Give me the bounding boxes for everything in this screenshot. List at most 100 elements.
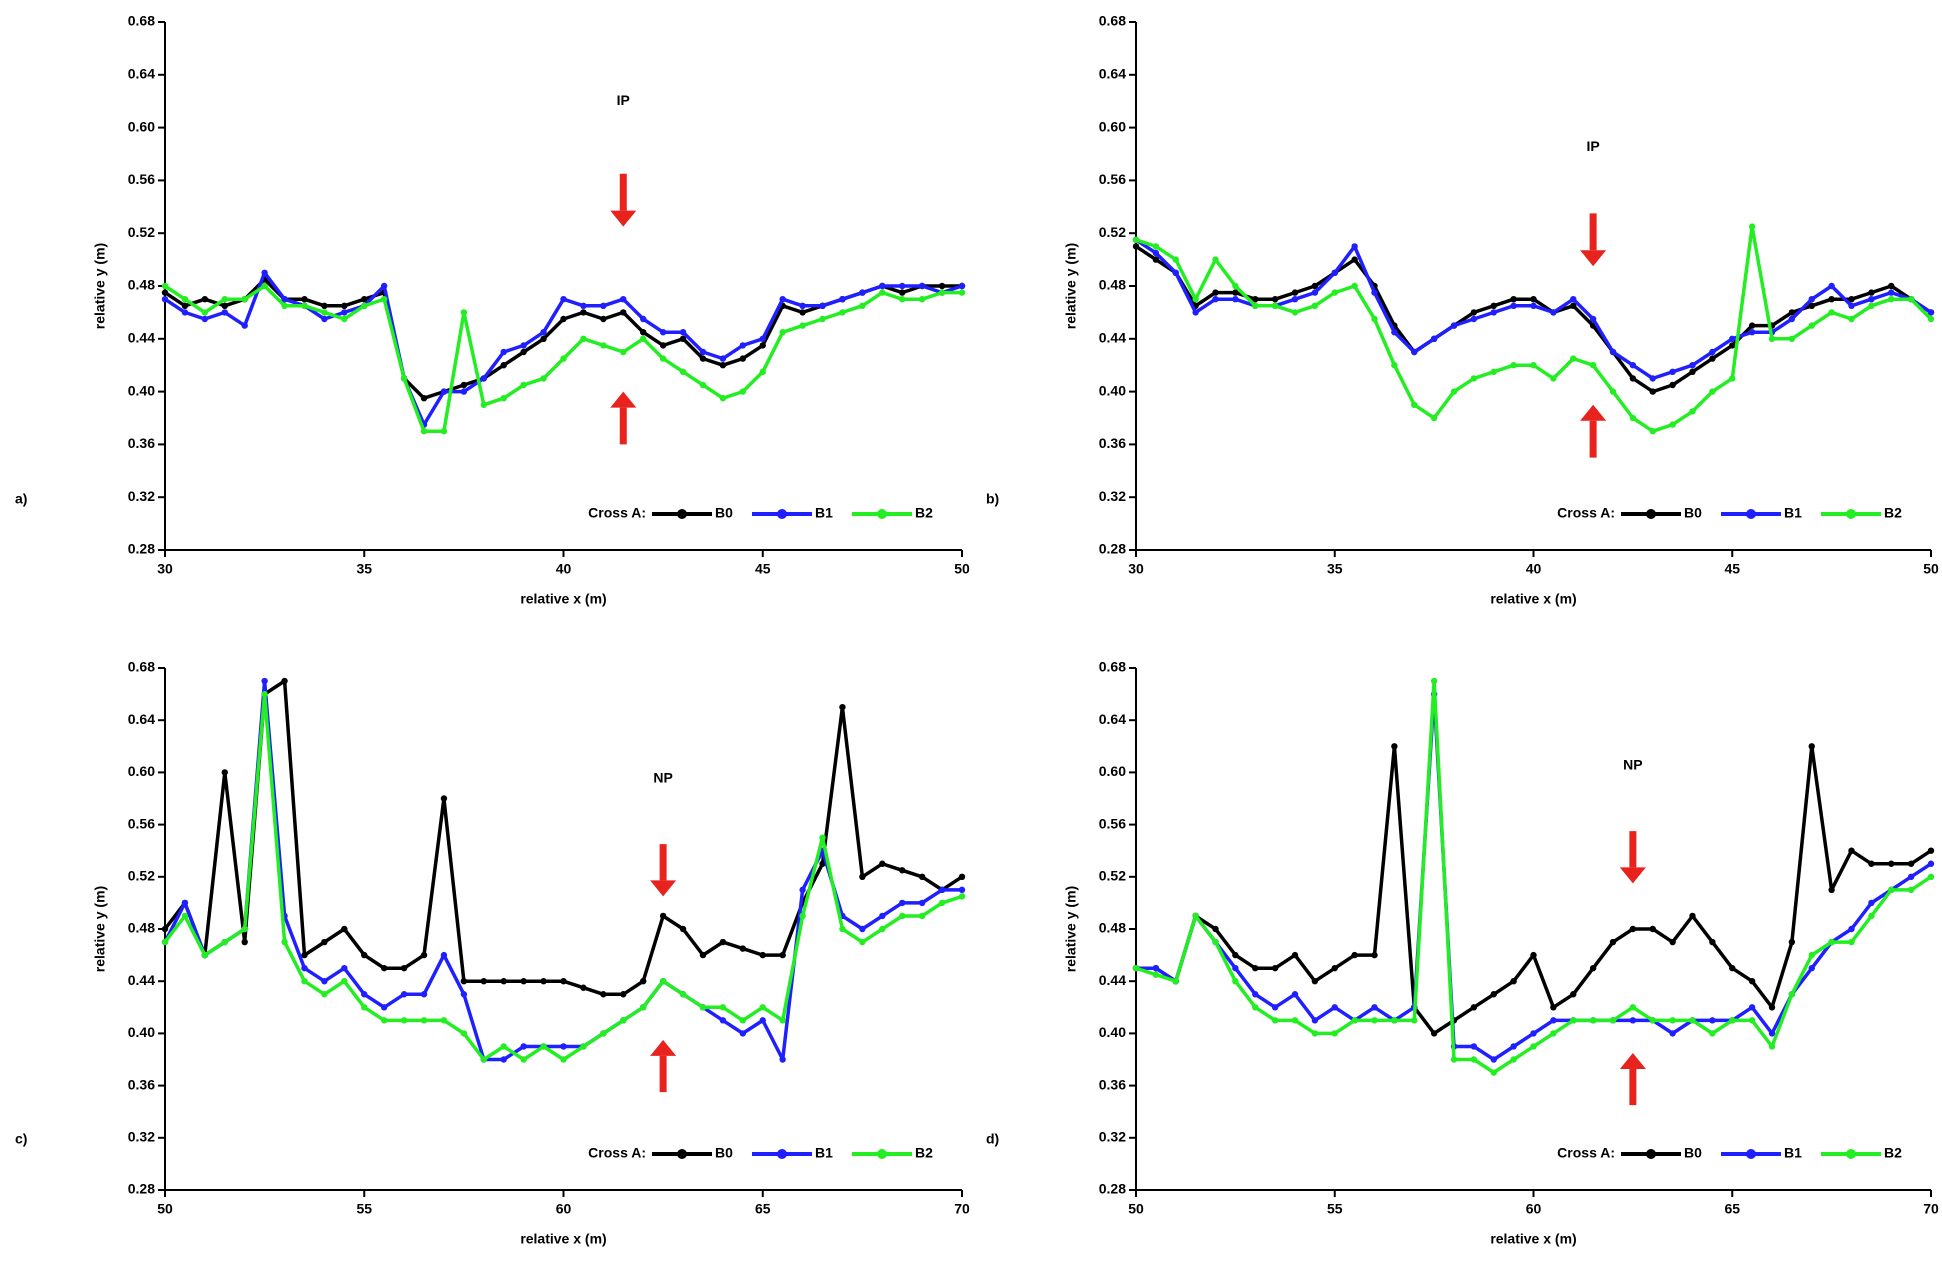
data-point — [560, 1043, 567, 1050]
data-point — [1808, 964, 1815, 972]
x-axis-label: relative x (m) — [1490, 591, 1576, 607]
data-point — [1470, 1043, 1478, 1050]
data-point — [659, 329, 667, 336]
data-point — [361, 1004, 368, 1011]
data-point — [1729, 342, 1736, 349]
data-point — [1808, 743, 1815, 750]
data-point — [779, 1017, 786, 1024]
data-point — [440, 951, 448, 959]
data-point — [1689, 1017, 1696, 1024]
legend-label: B0 — [715, 1145, 733, 1161]
x-tick-label: 55 — [356, 1201, 372, 1217]
data-point — [1689, 368, 1696, 375]
data-point — [899, 867, 906, 874]
x-tick-label: 55 — [1327, 1201, 1343, 1217]
data-point — [1689, 408, 1696, 415]
data-point — [759, 1004, 766, 1011]
data-point — [580, 309, 587, 316]
data-point — [1629, 414, 1637, 422]
data-point — [1212, 289, 1219, 296]
arrow-up-head — [1619, 1052, 1646, 1069]
data-point — [1729, 335, 1736, 342]
data-point — [799, 886, 806, 894]
data-point — [1927, 309, 1935, 316]
data-point — [1510, 978, 1517, 985]
data-point — [1748, 978, 1756, 985]
data-point — [1311, 1030, 1319, 1037]
data-point — [560, 355, 567, 362]
data-point — [1868, 912, 1875, 920]
panel-label: a) — [15, 491, 27, 507]
data-point — [1729, 375, 1736, 382]
x-tick-label: 50 — [954, 561, 970, 577]
data-point — [1848, 925, 1855, 933]
legend-marker — [777, 1149, 787, 1159]
data-point — [1430, 414, 1438, 422]
data-point — [301, 296, 308, 303]
data-point — [1848, 847, 1855, 854]
data-point — [1470, 309, 1478, 316]
data-point — [1589, 964, 1597, 972]
y-tick-label: 0.60 — [128, 118, 155, 134]
data-point — [1450, 388, 1458, 395]
data-point — [1570, 1017, 1577, 1024]
arrow-down-head — [1580, 250, 1607, 267]
data-point — [659, 342, 667, 349]
data-point — [380, 296, 388, 303]
chart-panel: 0.28 0.32 0.36 0.40 0.44 0.48 0.52 0.56 0.60 0.64… — [15, 659, 970, 1247]
data-point — [420, 991, 428, 998]
data-point — [1550, 309, 1557, 316]
data-point — [659, 912, 667, 920]
data-point — [1411, 401, 1418, 408]
data-point — [839, 296, 846, 303]
data-point — [281, 302, 288, 309]
data-point — [1530, 302, 1537, 309]
data-point — [1510, 1056, 1517, 1063]
data-point — [1927, 873, 1935, 880]
data-point — [1649, 375, 1656, 382]
panel-label: c) — [15, 1131, 27, 1147]
y-tick-label: 0.56 — [1099, 171, 1126, 187]
data-point — [181, 899, 189, 907]
data-point — [1868, 296, 1875, 303]
y-tick-label: 0.52 — [1099, 868, 1126, 884]
data-point — [719, 1017, 727, 1024]
data-point — [1629, 1017, 1637, 1024]
data-point — [480, 1056, 487, 1063]
data-point — [1748, 1004, 1756, 1011]
data-point — [1490, 302, 1497, 309]
data-point — [221, 309, 228, 316]
data-point — [400, 964, 408, 972]
data-point — [1490, 991, 1497, 998]
data-point — [400, 991, 408, 998]
data-point — [1589, 1017, 1597, 1024]
data-point — [1888, 282, 1895, 290]
data-point — [440, 428, 448, 435]
data-point — [261, 677, 268, 685]
data-point — [161, 925, 169, 933]
data-point — [1609, 388, 1617, 395]
annotation: IP — [617, 92, 630, 108]
legend-label: B2 — [1884, 505, 1902, 521]
data-point — [1152, 971, 1160, 978]
data-point — [1311, 978, 1319, 985]
y-tick-label: 0.68 — [128, 659, 155, 675]
data-point — [1550, 1030, 1557, 1037]
data-point — [500, 1043, 507, 1050]
data-point — [1530, 362, 1537, 369]
data-point — [1589, 315, 1597, 323]
data-point — [540, 375, 547, 382]
data-point — [520, 342, 527, 349]
y-tick-label: 0.68 — [1099, 659, 1126, 675]
data-point — [799, 302, 806, 309]
data-point — [1490, 309, 1497, 316]
data-point — [341, 964, 348, 972]
series-line — [163, 679, 962, 1062]
y-tick-label: 0.68 — [1099, 13, 1126, 29]
data-point — [1232, 296, 1239, 303]
data-point — [1391, 1017, 1398, 1024]
data-point — [600, 315, 607, 323]
data-point — [779, 329, 786, 336]
data-point — [1748, 322, 1756, 329]
y-tick-label: 0.40 — [1099, 382, 1126, 398]
